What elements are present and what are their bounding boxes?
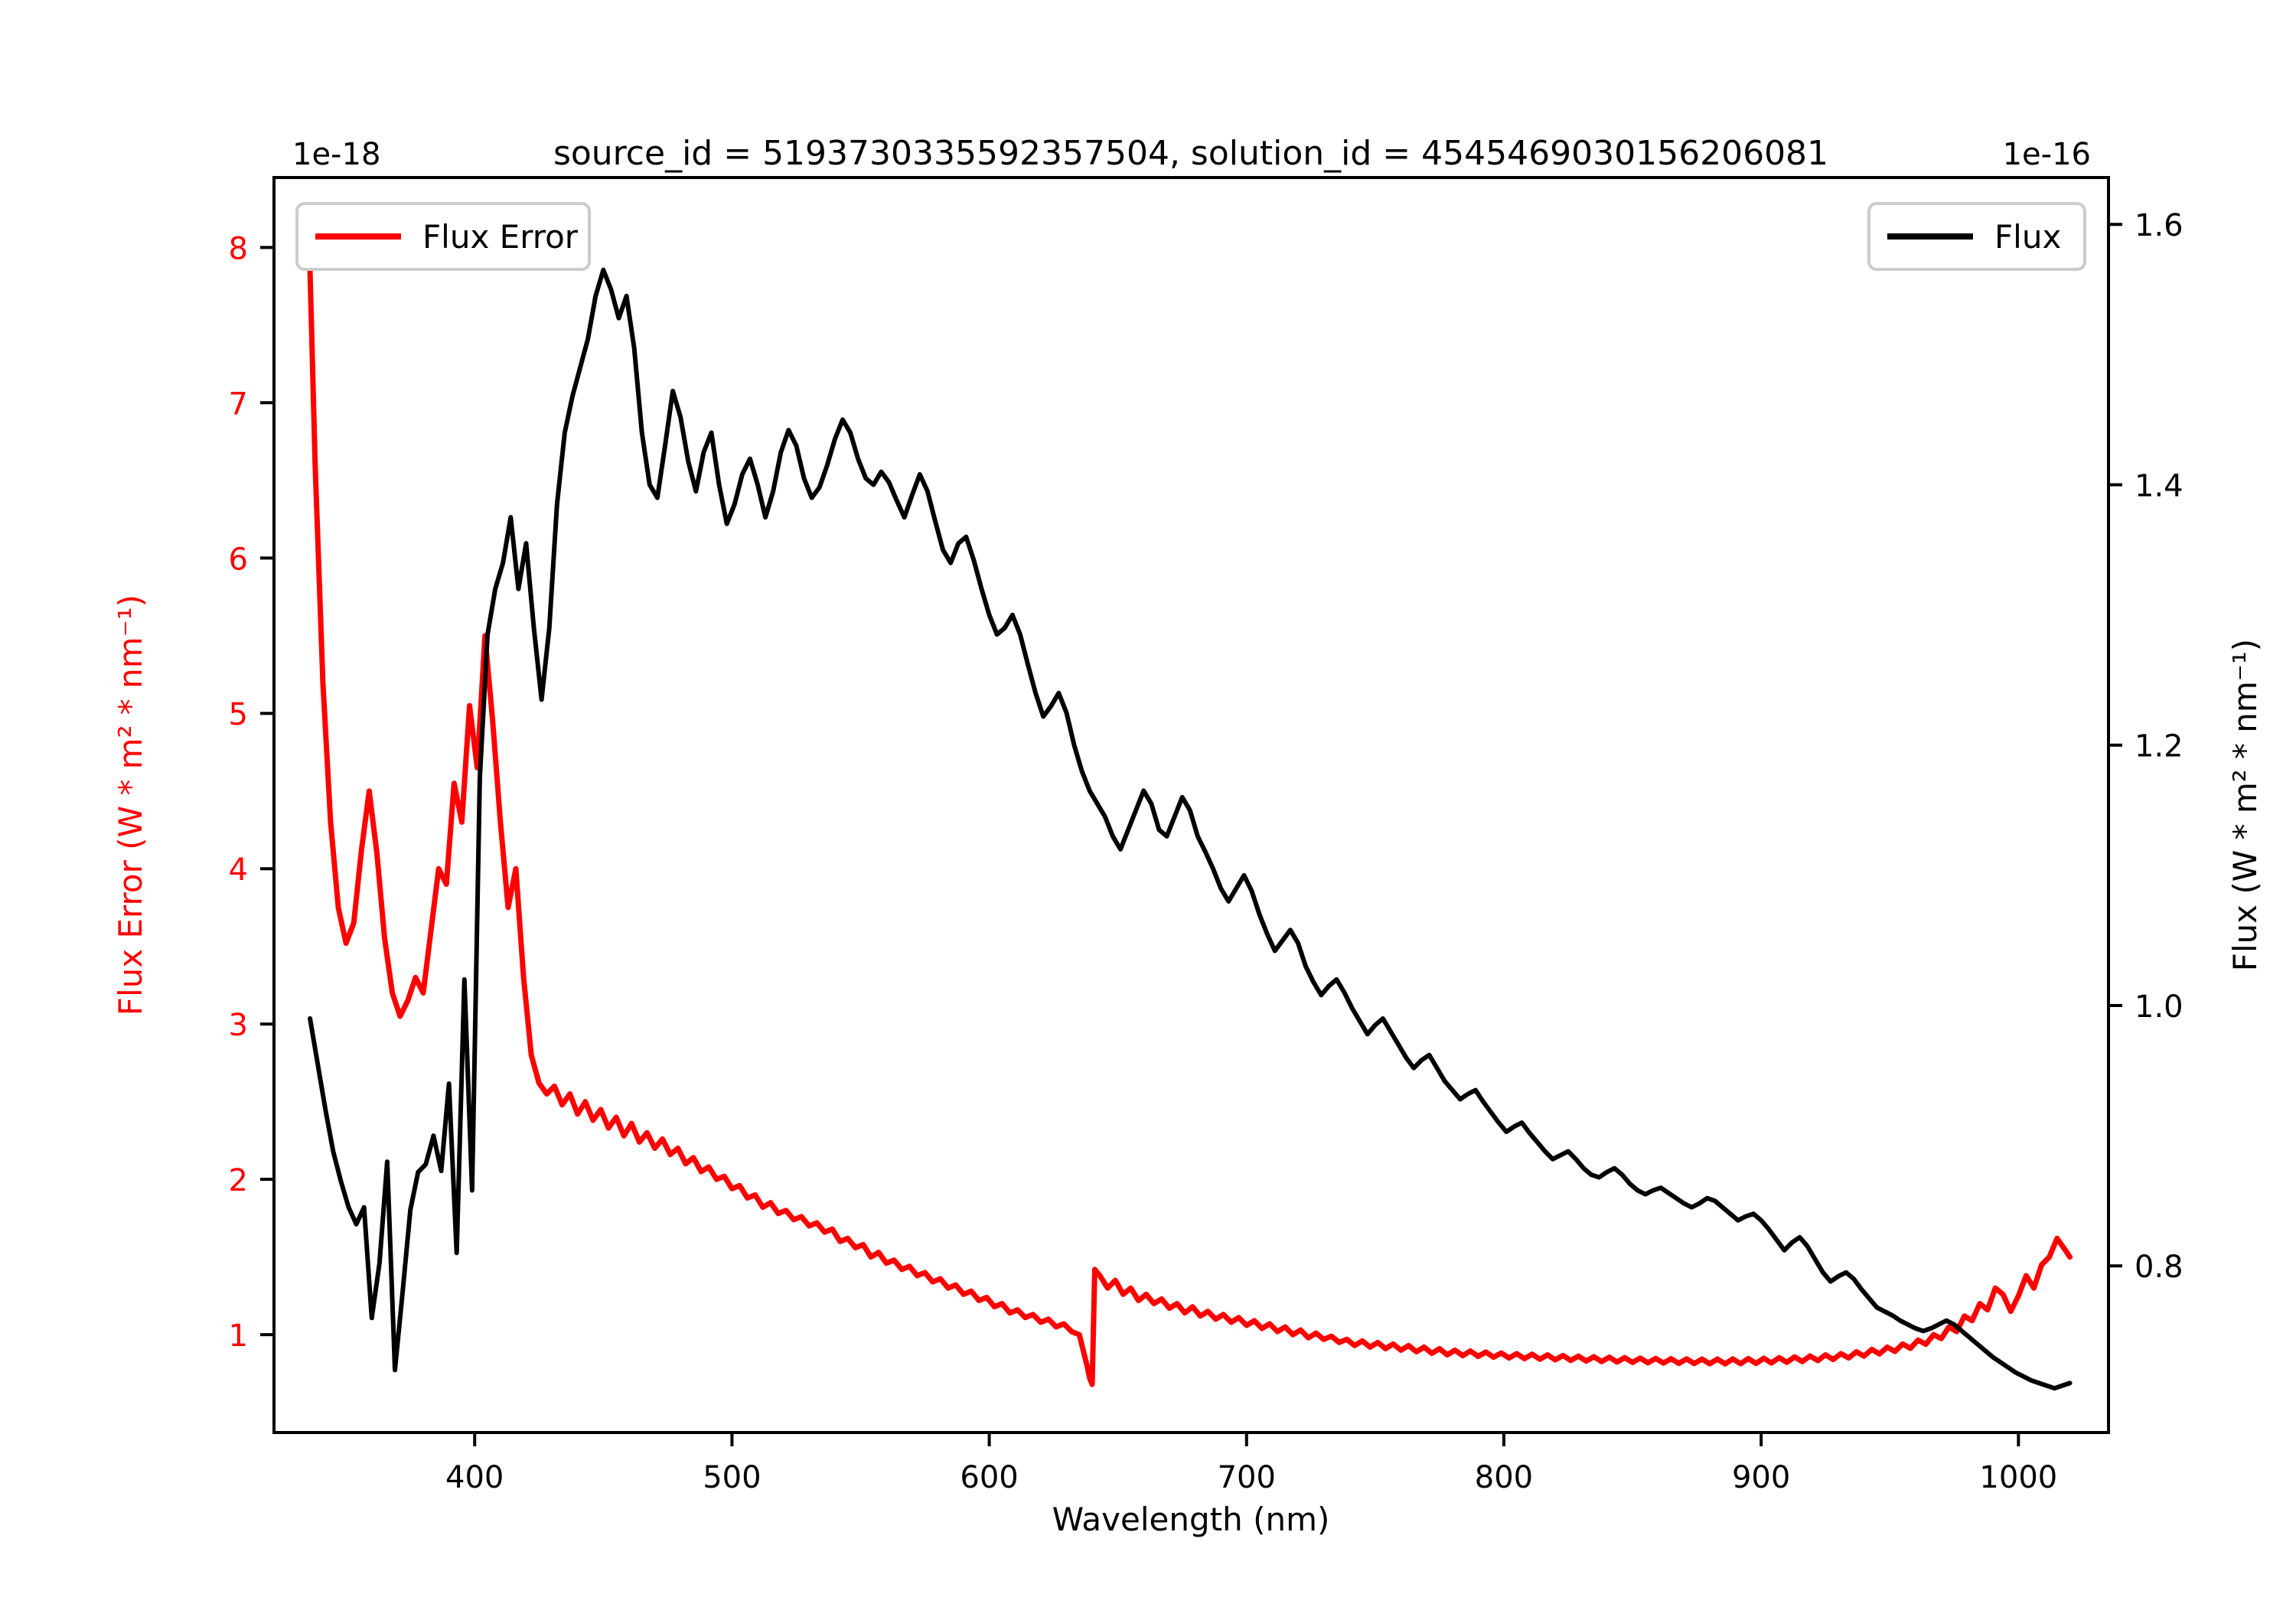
y-left-tick-label: 4 [229, 852, 248, 888]
y-axis-left-ticks: 1 2 3 4 5 6 7 8 [229, 231, 274, 1354]
legend-flux-box [1867, 202, 2086, 271]
y-left-tick-label: 1 [229, 1319, 248, 1354]
legend-flux-error-label: Flux Error [422, 218, 579, 256]
y-right-tick-label: 0.8 [2135, 1250, 2183, 1285]
series-line-flux-error [307, 268, 2073, 1387]
x-tick-label: 700 [1218, 1460, 1276, 1495]
x-tick-label: 900 [1732, 1460, 1790, 1495]
axes-spines [272, 176, 2110, 1434]
y-left-tick-label: 6 [229, 542, 248, 577]
y-right-tick-label: 1.4 [2135, 468, 2183, 504]
y-right-tick-label: 1.0 [2135, 989, 2183, 1025]
y-left-tick-label: 7 [229, 386, 248, 422]
x-tick-label: 1000 [1979, 1460, 2057, 1495]
y-left-tick-label: 8 [229, 231, 248, 266]
left-axis-offset-text: 1e-18 [292, 137, 380, 172]
y-left-tick-label: 2 [229, 1163, 248, 1198]
x-axis-title: Wavelength (nm) [1052, 1501, 1330, 1538]
x-tick-label: 800 [1475, 1460, 1533, 1495]
x-axis-ticks: 400 500 600 700 800 900 1000 [445, 1433, 2057, 1495]
y-left-tick-label: 3 [229, 1008, 248, 1043]
x-tick-label: 500 [703, 1460, 761, 1495]
plot-area-background [274, 178, 2108, 1433]
x-tick-label: 600 [960, 1460, 1018, 1495]
y-axis-right-title: Flux (W * m² * nm⁻¹) [2226, 639, 2264, 972]
x-tick-label: 400 [445, 1460, 504, 1495]
legend-flux-error[interactable]: Flux Error [295, 202, 591, 271]
right-axis-offset-text: 1e-16 [2003, 137, 2091, 172]
y-axis-left-title: Flux Error (W * m² * nm⁻¹) [112, 595, 149, 1015]
y-right-tick-label: 1.6 [2135, 208, 2183, 243]
page-title: source_id = 5193730335592357504, solutio… [553, 134, 1828, 173]
y-axis-right-ticks: 0.8 1.0 1.2 1.4 1.6 [2108, 208, 2183, 1285]
legend-flux-label: Flux [1994, 218, 2061, 256]
data-series-group [307, 267, 2073, 1391]
series-line-flux [308, 267, 2073, 1391]
y-right-tick-label: 1.2 [2135, 729, 2183, 764]
y-left-tick-label: 5 [229, 697, 248, 732]
legend-flux[interactable]: Flux [1867, 202, 2086, 271]
legend-flux-error-box [295, 202, 591, 271]
